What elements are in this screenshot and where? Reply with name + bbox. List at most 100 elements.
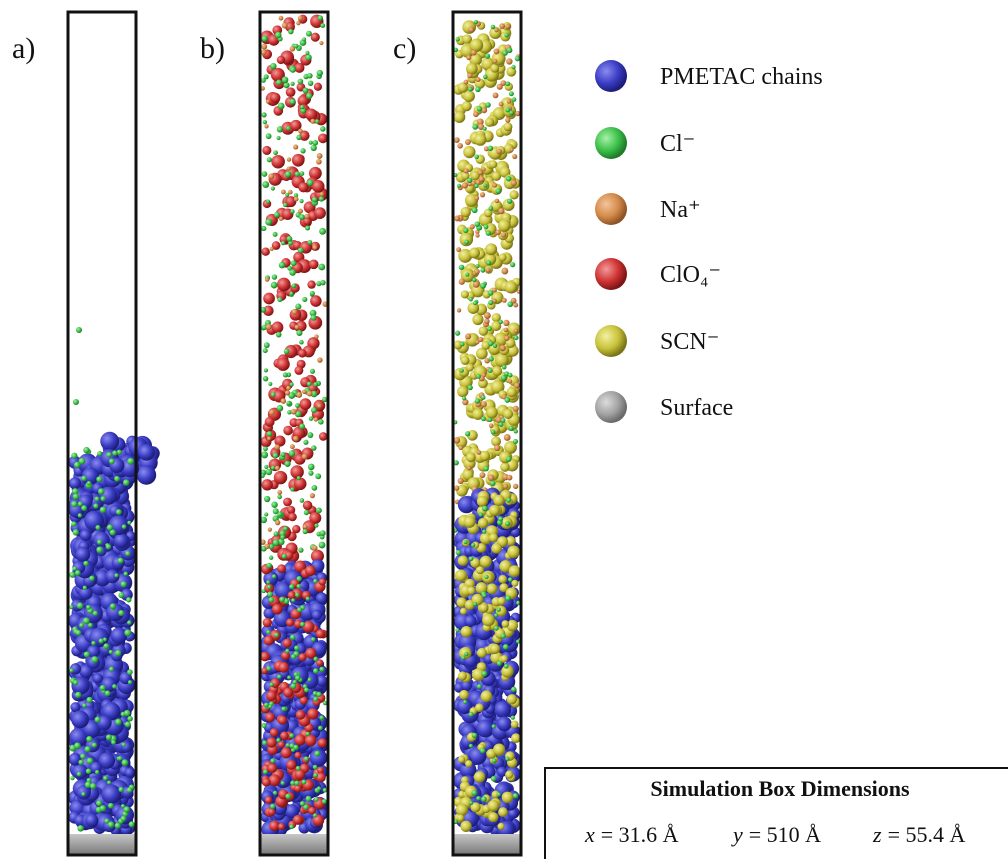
- particle: [86, 480, 92, 486]
- particle: [474, 133, 487, 146]
- particle: [295, 675, 301, 681]
- particle: [474, 703, 484, 713]
- particle: [268, 597, 275, 603]
- particle: [505, 456, 512, 462]
- particle: [471, 732, 478, 738]
- particle: [305, 108, 318, 121]
- particle: [317, 357, 323, 363]
- particle: [70, 702, 81, 713]
- particle: [102, 637, 107, 642]
- particle: [455, 37, 460, 42]
- particle: [271, 321, 284, 334]
- particle: [467, 177, 473, 184]
- particle: [78, 457, 86, 465]
- particle: [469, 247, 480, 259]
- legend-label: ClO₄⁻: [660, 262, 721, 288]
- particle: [478, 326, 489, 336]
- particle: [302, 620, 315, 633]
- particle: [311, 484, 318, 491]
- particle: [287, 675, 292, 680]
- particle: [261, 723, 267, 729]
- particle: [291, 283, 297, 289]
- particle: [454, 569, 468, 582]
- particle: [463, 515, 476, 528]
- particle: [309, 368, 316, 374]
- particle: [261, 451, 269, 459]
- particle: [455, 330, 461, 336]
- particle: [263, 702, 269, 708]
- particle: [288, 28, 294, 35]
- particle: [279, 596, 285, 603]
- particle: [271, 574, 277, 579]
- particle: [290, 654, 296, 660]
- particle: [488, 340, 494, 347]
- particle: [260, 49, 267, 56]
- particle: [74, 691, 82, 699]
- particle: [307, 432, 314, 438]
- particle: [272, 508, 279, 515]
- particle: [91, 742, 97, 748]
- particle: [468, 712, 474, 717]
- particle: [262, 226, 267, 231]
- particle: [261, 479, 273, 491]
- particle: [496, 716, 512, 732]
- particle: [287, 265, 293, 271]
- particle: [320, 23, 326, 28]
- particle: [316, 659, 324, 667]
- particle: [293, 477, 307, 491]
- particle: [496, 660, 503, 667]
- particle: [456, 308, 462, 313]
- particle: [270, 803, 276, 810]
- particle: [127, 669, 133, 676]
- particle: [100, 496, 106, 502]
- particle: [294, 780, 300, 786]
- particle: [292, 679, 298, 685]
- particle: [100, 431, 120, 451]
- particle: [266, 690, 277, 702]
- particle: [320, 126, 326, 132]
- particle: [264, 464, 269, 470]
- particle: [455, 628, 460, 633]
- particle: [304, 756, 309, 762]
- particle: [273, 531, 279, 537]
- particle: [295, 765, 301, 771]
- particle: [492, 343, 498, 349]
- particle: [502, 408, 514, 419]
- particle: [268, 774, 281, 787]
- particle: [277, 102, 285, 110]
- particle: [507, 301, 514, 308]
- particle: [470, 802, 481, 813]
- particle: [319, 530, 326, 537]
- particle: [500, 375, 507, 381]
- particle: [268, 808, 276, 816]
- particle: [303, 804, 309, 810]
- particle: [501, 232, 507, 238]
- particle: [466, 465, 472, 471]
- particle: [68, 477, 82, 490]
- particle: [501, 620, 510, 628]
- particle: [284, 460, 291, 467]
- surface: [260, 834, 328, 854]
- particle: [512, 483, 519, 490]
- particle: [511, 97, 517, 102]
- particle: [491, 758, 497, 764]
- particles: [260, 14, 328, 839]
- particle: [289, 269, 296, 276]
- particle: [463, 227, 469, 234]
- particle: [284, 551, 294, 560]
- particle: [510, 262, 516, 268]
- particle: [318, 578, 327, 586]
- particle: [474, 183, 479, 189]
- particle: [315, 772, 326, 783]
- particle: [455, 803, 469, 817]
- particle: [484, 53, 491, 59]
- particle: [475, 264, 480, 269]
- particle: [500, 462, 510, 472]
- particle: [277, 715, 288, 725]
- particle: [265, 99, 271, 104]
- particle: [459, 607, 467, 615]
- particle: [298, 653, 307, 662]
- particle: [465, 363, 474, 372]
- particle: [453, 47, 458, 53]
- particle: [93, 503, 99, 509]
